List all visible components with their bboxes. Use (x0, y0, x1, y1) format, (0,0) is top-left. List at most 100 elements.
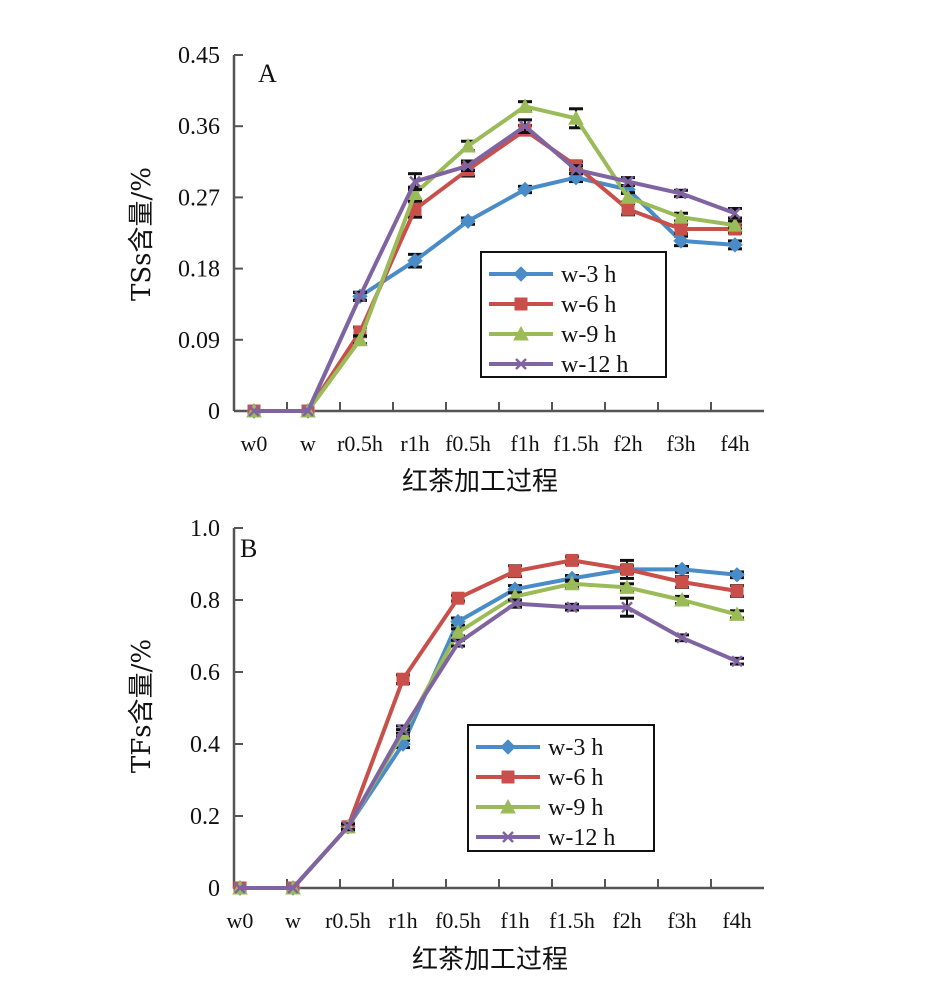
data-point (352, 331, 368, 347)
data-point (730, 584, 744, 598)
x-tick-label: w0 (227, 908, 254, 933)
data-point (731, 655, 743, 668)
data-point (568, 110, 584, 125)
data-point (508, 564, 522, 578)
legend-marker (515, 358, 527, 370)
series-w-9h (246, 98, 743, 418)
series-w-12h (248, 118, 742, 417)
data-point (620, 189, 636, 204)
data-point (622, 175, 634, 188)
y-tick-label: 0.36 (178, 114, 220, 140)
x-tick-label: f2h (612, 908, 641, 933)
x-tick-label: f1.5h (553, 431, 599, 456)
x-tick-label: f4h (722, 908, 751, 933)
chart-panel-b: B 0 0.2 0.4 0.6 0.8 1.0 w0 w r0.5h r1h f0.5h f1h f1… (127, 516, 764, 975)
data-point (564, 575, 580, 591)
data-point (729, 606, 745, 621)
data-point (450, 624, 466, 639)
y-axis-title: TFs含量/% (127, 639, 157, 773)
y-tick-label: 0.8 (190, 588, 220, 614)
legend-items: w-3 h w-6 h w-9 h w-12 h (476, 735, 615, 851)
legend-label: w-9 h (561, 322, 616, 348)
x-tick-label: r0.5h (337, 431, 383, 456)
legend-label: w-6 h (548, 765, 603, 791)
data-point (676, 631, 688, 644)
legend-label: w-9 h (548, 795, 603, 821)
series-line (254, 124, 736, 413)
x-tick-label: f1h (500, 908, 529, 933)
data-point (674, 222, 688, 236)
series-w-12h (234, 596, 744, 894)
y-axis-title: TSs含量/% (127, 167, 157, 301)
y-tick-label: 0.27 (178, 185, 220, 211)
legend-marker (514, 297, 528, 311)
data-point (509, 597, 521, 610)
legend-marker (502, 831, 514, 843)
data-point (729, 567, 745, 583)
legend-marker (513, 266, 529, 282)
data-point (727, 237, 743, 253)
x-tick-label: f3h (667, 908, 696, 933)
y-tick-label: 0 (208, 876, 220, 902)
data-point (342, 820, 354, 833)
data-point (619, 579, 635, 594)
x-tick-group: w0 w r0.5h r1h f0.5h f1h f1.5h f2h f3h f4h (241, 402, 750, 456)
data-point (302, 405, 314, 417)
legend-label: w-12 h (561, 352, 628, 378)
data-point (452, 637, 464, 650)
data-point (451, 591, 465, 605)
x-tick-label: r1h (388, 908, 417, 933)
data-point (674, 561, 690, 578)
data-point (409, 175, 421, 188)
x-tick-label: f1.5h (549, 908, 595, 933)
data-point (517, 181, 533, 198)
data-point (234, 882, 246, 894)
x-tick-label: f4h (720, 431, 749, 456)
x-tick-label: r0.5h (325, 908, 371, 933)
data-point (674, 591, 690, 607)
panel-label: A (258, 59, 277, 88)
series-group (232, 553, 745, 896)
series-group (246, 98, 743, 419)
legend-label: w-3 h (561, 262, 616, 288)
data-point (460, 213, 476, 229)
data-point (620, 562, 634, 576)
data-point (673, 209, 689, 224)
data-point (354, 290, 366, 303)
data-point (675, 575, 689, 589)
legend-marker (500, 798, 516, 814)
data-point (675, 187, 687, 200)
x-tick-label: f3h (666, 431, 695, 456)
panel-label: B (240, 534, 257, 563)
legend-marker (513, 325, 529, 341)
x-axis-title: 红茶加工过程 (412, 945, 568, 975)
data-point (517, 98, 533, 113)
data-point (460, 137, 476, 153)
x-tick-label: f1h (510, 431, 539, 456)
x-tick-label: w (285, 908, 301, 933)
x-axis-title: 红茶加工过程 (402, 467, 558, 497)
y-tick-group: 0 0.09 0.18 0.27 0.36 0.45 (178, 43, 243, 425)
x-tick-label: w (300, 431, 316, 456)
legend-marker (501, 770, 515, 784)
legend: w-3 h w-6 h w-9 h w-12 h (480, 251, 667, 378)
data-point (519, 120, 531, 133)
x-tick-group: w0 w r0.5h r1h f0.5h f1h f1.5h f2h f3h f4h (227, 879, 752, 933)
legend-marker (500, 739, 516, 755)
series-line (254, 104, 736, 413)
data-point (570, 163, 582, 176)
y-tick-label: 0.6 (190, 660, 220, 686)
y-tick-label: 0.2 (190, 804, 220, 830)
legend-label: w-12 h (548, 825, 615, 851)
legend-label: w-3 h (548, 735, 603, 761)
data-point (673, 233, 689, 249)
y-tick-label: 0.09 (178, 328, 220, 354)
chart-panel-a: A 0 0.09 0.18 0.27 0.36 0.45 w0 w r0.5h r1h f0.5h… (127, 43, 764, 497)
y-tick-label: 0.4 (190, 732, 220, 758)
data-point (287, 882, 299, 894)
x-tick-label: f0.5h (445, 431, 491, 456)
y-tick-label: 1.0 (190, 516, 220, 542)
x-tick-label: f0.5h (435, 908, 481, 933)
data-point (248, 405, 260, 417)
data-point (621, 202, 635, 216)
